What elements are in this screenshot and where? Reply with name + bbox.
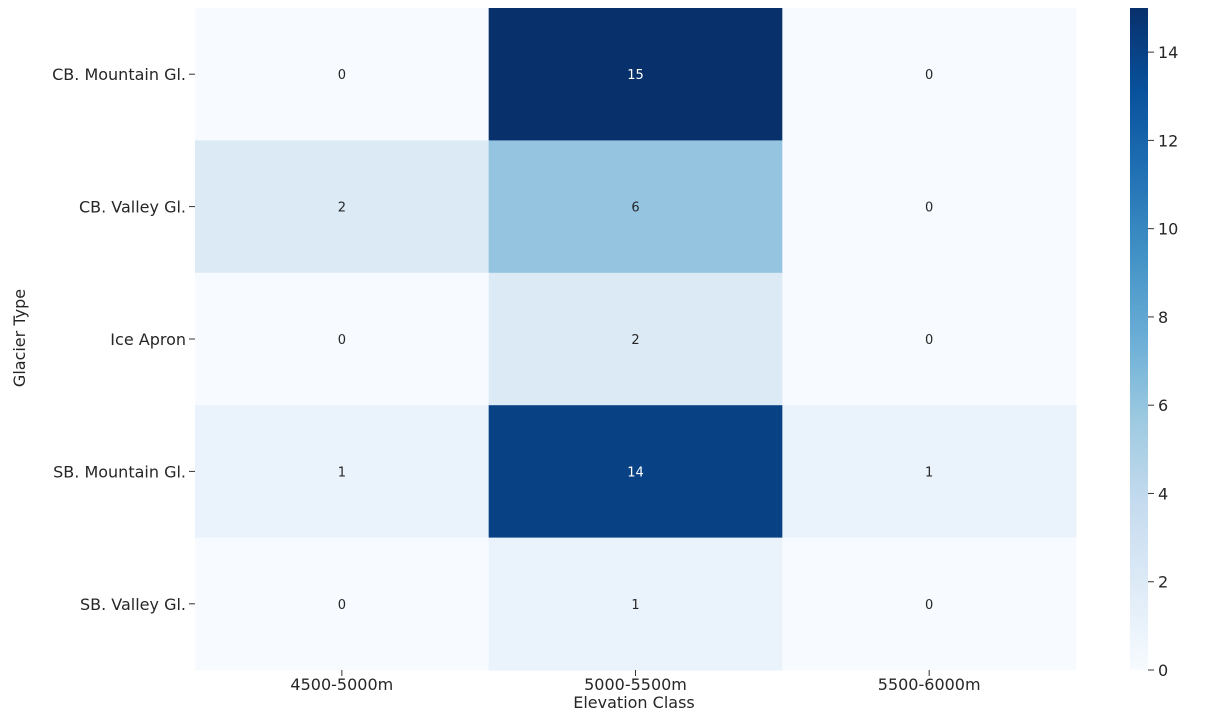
colorbar: 0 2 4 6 8 10 12 14 — [1130, 8, 1178, 680]
heatmap-cell — [782, 140, 1077, 274]
y-axis: CB. Mountain Gl. CB. Valley Gl. Ice Apron S… — [52, 65, 195, 614]
cell-value-label: 0 — [338, 68, 346, 83]
heatmap-cell — [488, 272, 783, 406]
y-tick-label: CB. Valley Gl. — [79, 198, 186, 217]
colorbar-tick-label: 2 — [1158, 573, 1168, 592]
y-tick-label: SB. Mountain Gl. — [53, 462, 186, 481]
heatmap-cell-labels: 0 15 0 2 6 0 0 2 0 1 14 1 0 1 0 — [338, 68, 934, 613]
cell-value-label: 0 — [338, 333, 346, 348]
colorbar-ticks: 0 2 4 6 8 10 12 14 — [1148, 43, 1178, 680]
heatmap-cell — [195, 405, 490, 539]
cell-value-label: 14 — [627, 465, 644, 480]
colorbar-tick-label: 4 — [1158, 484, 1168, 503]
colorbar-gradient — [1130, 8, 1148, 670]
cell-value-label: 1 — [631, 598, 639, 613]
heatmap-cell — [782, 537, 1077, 671]
colorbar-tick-label: 12 — [1158, 131, 1178, 150]
x-tick-label: 5500-6000m — [878, 675, 981, 694]
y-axis-label: Glacier Type — [10, 289, 29, 387]
heatmap-cell — [782, 8, 1077, 141]
x-tick-label: 4500-5000m — [290, 675, 393, 694]
colorbar-tick-label: 8 — [1158, 308, 1168, 327]
cell-value-label: 1 — [925, 465, 933, 480]
cell-value-label: 2 — [338, 201, 346, 216]
cell-value-label: 0 — [925, 68, 933, 83]
heatmap-cell — [488, 537, 783, 671]
cell-value-label: 0 — [925, 333, 933, 348]
x-axis-label: Elevation Class — [573, 693, 695, 712]
y-tick-label: CB. Mountain Gl. — [52, 65, 186, 84]
cell-value-label: 15 — [627, 68, 644, 83]
cell-value-label: 6 — [631, 201, 639, 216]
heatmap-cell — [488, 405, 783, 539]
cell-value-label: 2 — [631, 333, 639, 348]
heatmap-cell — [782, 272, 1077, 406]
heatmap-cell — [195, 537, 490, 671]
cell-value-label: 0 — [925, 201, 933, 216]
cell-value-label: 1 — [338, 465, 346, 480]
heatmap-cell — [195, 272, 490, 406]
cell-value-label: 0 — [338, 598, 346, 613]
heatmap-cell — [195, 8, 490, 141]
colorbar-tick-label: 0 — [1158, 661, 1168, 680]
heatmap-cell — [488, 8, 783, 141]
y-tick-label: SB. Valley Gl. — [80, 595, 186, 614]
colorbar-tick-label: 6 — [1158, 396, 1168, 415]
colorbar-tick-label: 10 — [1158, 220, 1178, 239]
y-tick-label: Ice Apron — [110, 330, 186, 349]
x-axis: 4500-5000m 5000-5500m 5500-6000m — [290, 670, 981, 694]
heatmap-cell — [195, 140, 490, 274]
heatmap-cells — [195, 8, 1077, 671]
cell-value-label: 0 — [925, 598, 933, 613]
x-tick-label: 5000-5500m — [584, 675, 687, 694]
heatmap-cell — [488, 140, 783, 274]
heatmap-cell — [782, 405, 1077, 539]
colorbar-tick-label: 14 — [1158, 43, 1178, 62]
